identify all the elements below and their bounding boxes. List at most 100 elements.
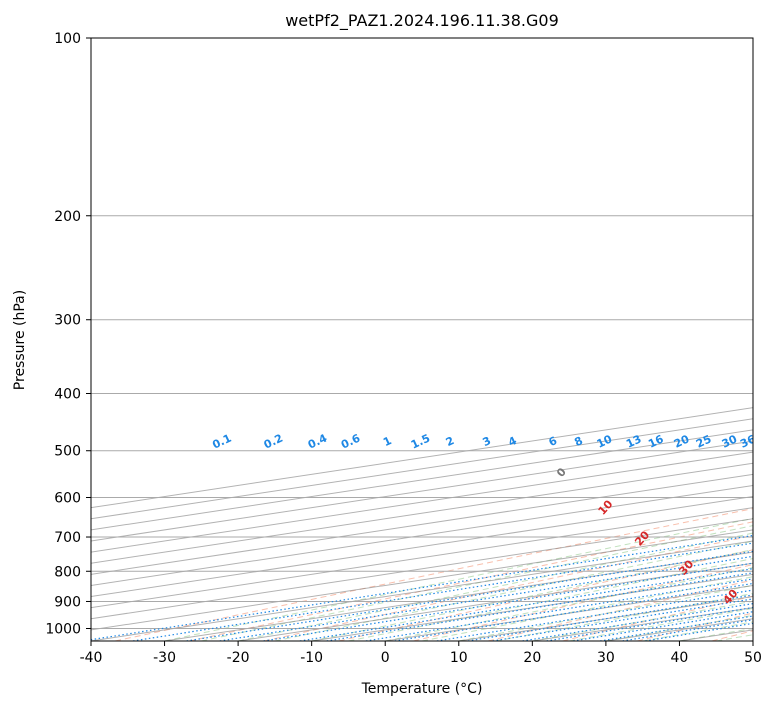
x-tick-label: 10 [450, 650, 468, 666]
isotherm-line [679, 629, 753, 641]
isotherm-line [91, 518, 753, 620]
isotherm-line [91, 529, 753, 631]
x-tick-label: -30 [153, 650, 176, 666]
isotherm-line [91, 540, 753, 641]
mixing-ratio-label: 13 [624, 432, 643, 450]
moist-adiabat-line [201, 525, 753, 641]
x-tick-label: 30 [597, 650, 615, 666]
mixing-ratio-line [219, 555, 753, 641]
moist-adiabat-line [716, 634, 753, 641]
moist-adiabat-line [679, 627, 753, 641]
dry-adiabat-line [562, 595, 753, 641]
mixing-ratio-label: 0.6 [339, 431, 362, 451]
mixing-ratio-line [186, 550, 753, 641]
x-tick-label: 50 [744, 650, 762, 666]
plot-frame [90, 37, 754, 642]
mixing-ratio-line [492, 598, 753, 641]
dry-adiabat-line [711, 630, 753, 641]
isotherm-line [91, 429, 753, 531]
moist-adiabat-line [238, 532, 753, 641]
x-tick-label: 40 [671, 650, 689, 666]
x-axis-label: Temperature (°C) [361, 681, 483, 697]
dry-adiabat-line [264, 535, 753, 641]
moist-adiabat-line [495, 593, 753, 641]
mixing-ratio-line [263, 562, 753, 641]
moist-adiabats [164, 517, 753, 641]
x-tick-label: -10 [300, 650, 323, 666]
mixing-ratio-label: 0.2 [262, 432, 285, 452]
dry-adiabat-label: 10 [596, 497, 616, 517]
isotherm-line [91, 496, 753, 598]
isotherm-line [91, 484, 753, 586]
chart-title: wetPf2_PAZ1.2024.196.11.38.G09 [285, 11, 559, 31]
isotherm-line [91, 507, 753, 609]
y-tick-label: 1000 [45, 621, 81, 637]
mixing-ratio-line [600, 615, 753, 641]
plot-area: -100-90-80-70-60-50-40-30-20-10010203040… [91, 38, 758, 641]
isobars [91, 38, 753, 629]
mixing-ratio-label: 30 [720, 432, 740, 450]
isotherm-line [238, 562, 753, 641]
mixing-ratio-label: 16 [646, 432, 666, 450]
y-axis: 100 200 300 400 500 600 700 800 900 1000 [45, 31, 91, 637]
x-axis: -40 -30 -20 -10 0 10 20 30 40 50 [80, 641, 762, 666]
mixing-ratio-label: 4 [506, 434, 519, 449]
mixing-ratio-line [645, 622, 753, 641]
y-tick-label: 100 [54, 31, 81, 47]
dry-adiabats [114, 508, 753, 641]
y-tick-label: 800 [54, 564, 81, 580]
moist-adiabat-line [385, 567, 753, 641]
isotherm-line [385, 584, 753, 641]
y-tick-label: 400 [54, 387, 81, 403]
mixing-ratio-lines [91, 534, 753, 641]
mixing-ratio-label: 6 [547, 434, 560, 449]
dry-adiabat-line [487, 579, 753, 641]
isotherm-line [91, 440, 753, 542]
mixing-ratio-label: 36 [738, 432, 758, 450]
mixing-ratio-label: 10 [595, 432, 615, 450]
dry-adiabat-line [114, 508, 753, 641]
dry-adiabat-line [338, 549, 753, 641]
y-axis-label: Pressure (hPa) [12, 290, 28, 390]
moist-adiabat-line [532, 600, 753, 641]
y-tick-label: 600 [54, 490, 81, 506]
line-labels: -100-90-80-70-60-50-40-30-20-10010203040… [210, 431, 758, 606]
moist-adiabat-line [569, 607, 753, 641]
isotherm-line [91, 473, 753, 575]
x-tick-label: -20 [227, 650, 250, 666]
mixing-ratio-label: 1 [381, 434, 393, 449]
isotherm-line [91, 462, 753, 564]
mixing-ratio-label: 2 [444, 434, 456, 449]
isotherm-line [91, 407, 753, 509]
y-tick-label: 200 [54, 209, 81, 225]
mixing-ratio-line [299, 568, 753, 641]
x-tick-label: 20 [523, 650, 541, 666]
y-tick-label: 500 [54, 444, 81, 460]
moist-adiabat-line [421, 576, 753, 641]
mixing-ratio-label: 1.5 [409, 432, 432, 452]
mixing-ratio-label: 0.4 [306, 431, 329, 451]
x-tick-label: -40 [80, 650, 103, 666]
mixing-ratio-line [546, 606, 753, 641]
y-tick-label: 900 [54, 594, 81, 610]
mixing-ratio-line [573, 611, 753, 641]
x-tick-label: 0 [381, 650, 390, 666]
dry-adiabat-label: 0 [554, 465, 569, 480]
mixing-ratio-line [326, 572, 753, 641]
mixing-ratio-label: 0.1 [210, 432, 233, 452]
mixing-ratio-line [91, 534, 753, 641]
isotherms [91, 407, 753, 641]
mixing-ratio-label: 20 [672, 432, 692, 450]
mixing-ratio-line [132, 542, 753, 641]
y-tick-label: 700 [54, 530, 81, 546]
isotherm-line [91, 451, 753, 553]
isotherm-line [752, 640, 753, 641]
moist-adiabat-line [274, 540, 753, 641]
isotherm-line [532, 607, 753, 641]
mixing-ratio-label: 25 [694, 432, 713, 450]
isotherm-line [91, 418, 753, 520]
moist-adiabat-line [164, 517, 753, 641]
moist-adiabat-line [348, 557, 753, 641]
y-tick-label: 300 [54, 313, 81, 329]
